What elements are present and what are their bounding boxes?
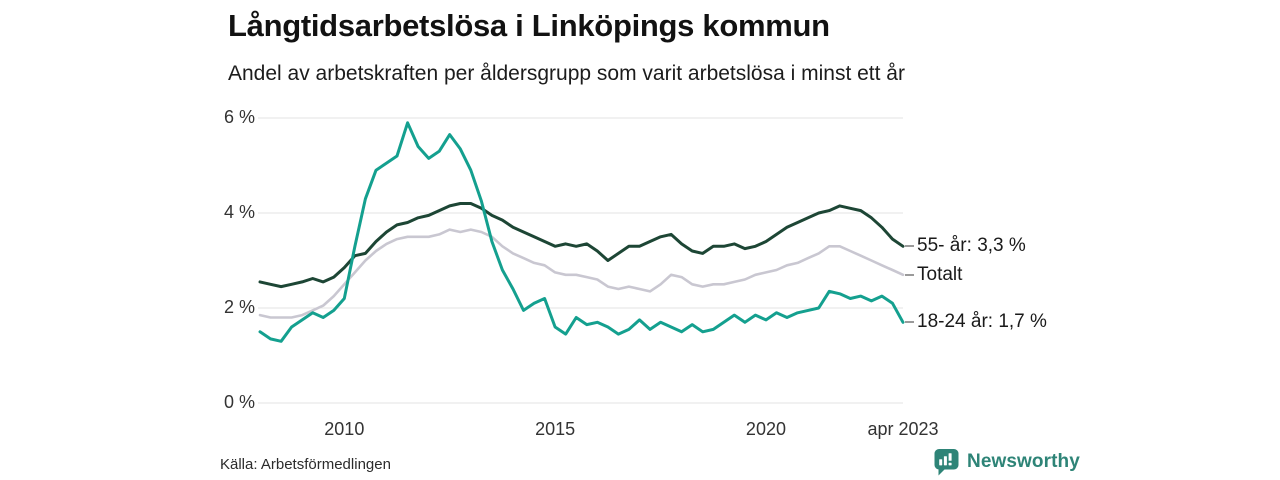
- series-end-label-55: 55- år: 3,3 %: [905, 235, 1026, 257]
- x-tick-label: 2010: [324, 419, 365, 439]
- newsworthy-bubble-chart-icon: [934, 449, 959, 476]
- series-line-55: [258, 202, 905, 289]
- y-tick-label: 4 %: [223, 202, 255, 223]
- y-tick-label: 6 %: [223, 107, 255, 128]
- chart-title: Långtidsarbetslösa i Linköpings kommun: [228, 8, 830, 43]
- newsworthy-logo: Newsworthy: [934, 448, 1080, 476]
- series-end-label-1824: 18-24 år: 1,7 %: [905, 311, 1047, 333]
- y-tick-label: 2 %: [223, 297, 255, 318]
- label-connector: [905, 245, 914, 248]
- series-end-label-text: Totalt: [917, 263, 963, 285]
- series-end-label-text: 55- år: 3,3 %: [917, 235, 1026, 257]
- source-note: Källa: Arbetsförmedlingen: [220, 456, 391, 473]
- x-tick-label: 2015: [535, 419, 576, 439]
- x-tick-label: 2020: [745, 419, 786, 439]
- chart-subtitle: Andel av arbetskraften per åldersgrupp s…: [228, 62, 905, 85]
- series-end-label-text: 18-24 år: 1,7 %: [917, 311, 1047, 333]
- x-tick-label: apr 2023: [867, 419, 939, 439]
- series-line-total: [258, 228, 905, 319]
- newsworthy-wordmark: Newsworthy: [967, 451, 1080, 472]
- label-connector: [905, 273, 914, 276]
- series-line-1824: [258, 121, 905, 343]
- series-end-label-total: Totalt: [905, 264, 962, 286]
- label-connector: [905, 321, 914, 324]
- y-tick-label: 0 %: [223, 392, 255, 413]
